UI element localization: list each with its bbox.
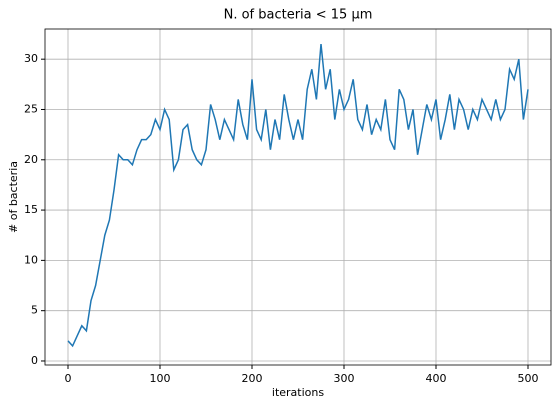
- axes-frame: [44, 28, 552, 366]
- x-tick-label: 400: [426, 372, 447, 385]
- y-tick-label: 25: [24, 102, 38, 115]
- y-tick-label: 15: [24, 203, 38, 216]
- y-axis-label: # of bacteria: [7, 161, 20, 233]
- x-tick-label: 200: [242, 372, 263, 385]
- x-tick-label: 300: [334, 372, 355, 385]
- y-tick-label: 30: [24, 52, 38, 65]
- y-tick-label: 20: [24, 153, 38, 166]
- y-tick-label: 0: [31, 354, 38, 367]
- x-tick-label: 500: [518, 372, 539, 385]
- x-axis-label: iterations: [272, 386, 324, 399]
- data-line: [67, 44, 529, 348]
- y-tick-label: 10: [24, 253, 38, 266]
- chart-title: N. of bacteria < 15 μm: [224, 8, 373, 23]
- x-tick-label: 0: [65, 372, 72, 385]
- x-tick-label: 100: [150, 372, 171, 385]
- y-tick-label: 5: [31, 304, 38, 317]
